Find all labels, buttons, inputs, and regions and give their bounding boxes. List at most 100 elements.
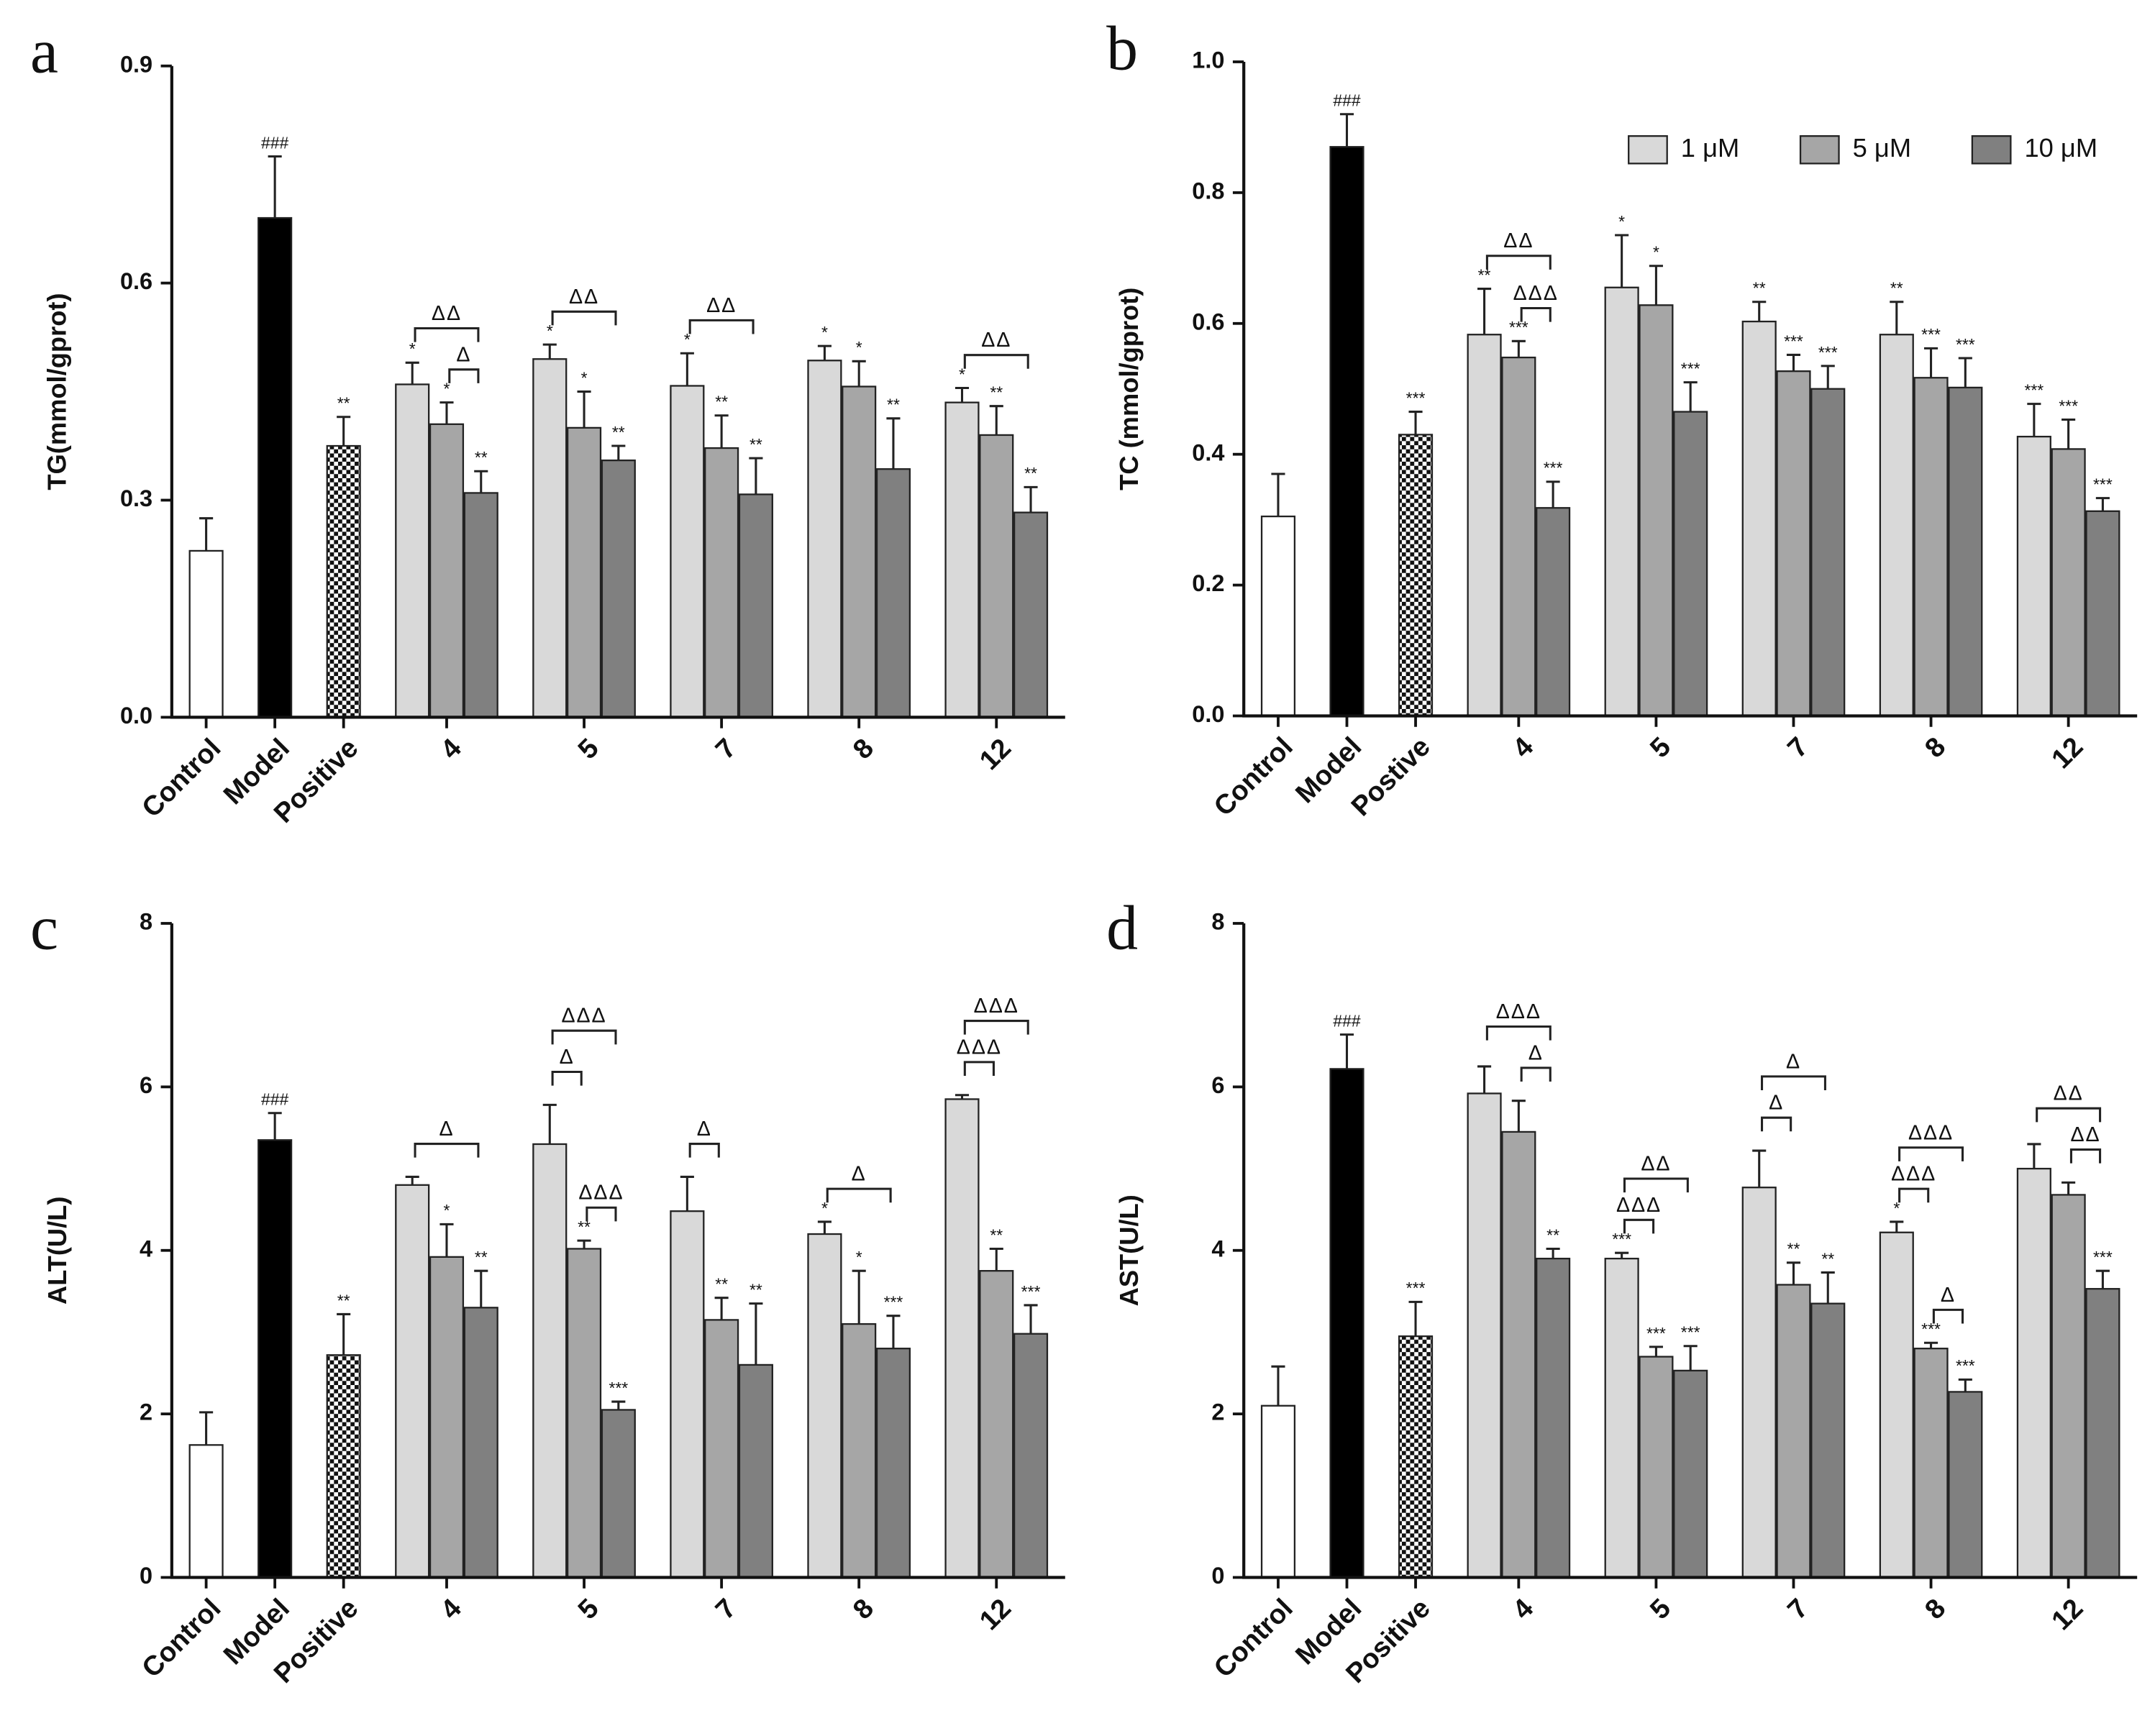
legend-swatch [1971, 135, 2012, 165]
bar [875, 1348, 911, 1579]
bar [1639, 1356, 1674, 1579]
error-bar [817, 344, 832, 361]
bar [258, 1139, 293, 1579]
error-bar [611, 1400, 626, 1410]
error-bar [1271, 1365, 1285, 1406]
significance: *** [1406, 388, 1426, 407]
bar [1810, 1302, 1846, 1579]
significance: *** [1784, 332, 1803, 350]
y-tick-label: 0.0 [120, 703, 152, 728]
bar [2016, 435, 2051, 717]
bracket-label: ΔΔΔ [578, 1182, 624, 1205]
significance: *** [1612, 1230, 1631, 1248]
error-bar [1024, 1304, 1038, 1334]
bar [2085, 1288, 2120, 1579]
error-bar [2061, 1181, 2076, 1195]
significance: * [547, 321, 553, 340]
x-tick-label: 12 [974, 1593, 1017, 1636]
error-bar [1958, 1378, 1972, 1392]
error-bar [1024, 485, 1038, 513]
bar [1673, 411, 1708, 717]
bar [670, 385, 705, 718]
bar [979, 434, 1014, 718]
significance: ** [337, 394, 350, 413]
bar [1013, 511, 1049, 718]
bar [1913, 1348, 1949, 1579]
significance: *** [1544, 459, 1563, 478]
significance: * [684, 330, 691, 349]
bar [944, 1098, 980, 1579]
bar [1810, 388, 1846, 717]
bracket [963, 354, 1029, 369]
significance: *** [1646, 1324, 1666, 1343]
error-bar [1546, 480, 1560, 508]
error-bar [542, 1103, 557, 1144]
error-bar [1958, 357, 1972, 388]
x-tick-label: 5 [572, 1593, 604, 1625]
error-bar [577, 1239, 591, 1249]
bracket-label: ΔΔ [2054, 1082, 2084, 1105]
significance: *** [2024, 381, 2044, 400]
x-tick-label: Control [1208, 1593, 1298, 1684]
y-tick-label: 1.0 [1192, 47, 1224, 73]
legend-label: 10 μM [2024, 133, 2097, 163]
bracket [551, 1071, 583, 1086]
significance: *** [1681, 1323, 1700, 1342]
axes [1242, 923, 2138, 1579]
bracket-label: Δ [697, 1118, 712, 1141]
x-tick-label: 5 [1644, 731, 1677, 764]
bar [2085, 510, 2120, 717]
bar [1501, 356, 1536, 717]
panel-letter: a [30, 17, 58, 86]
error-bar [852, 360, 866, 387]
y-tick-label: 2 [140, 1399, 152, 1425]
bracket [448, 368, 480, 383]
significance: * [1893, 1199, 1900, 1218]
bar [566, 426, 602, 718]
significance: *** [609, 1379, 628, 1397]
y-axis-label: TC (mmol/gprot) [1114, 288, 1144, 490]
bracket-label: Δ [456, 343, 471, 366]
bracket-label: ΔΔ [706, 294, 737, 317]
legend-label: 5 μM [1853, 133, 1911, 163]
significance: * [444, 1201, 450, 1220]
significance: ** [750, 435, 762, 454]
significance: ** [887, 396, 900, 414]
bar [395, 383, 430, 718]
error-bar [1339, 113, 1354, 147]
bracket [1623, 1218, 1655, 1234]
bar [1776, 1284, 1811, 1579]
significance: *** [1509, 318, 1528, 337]
bracket [688, 1143, 720, 1158]
error-bar [199, 1411, 214, 1445]
error-bar [817, 1220, 832, 1235]
x-tick-label: 12 [2046, 731, 2089, 775]
significance: *** [2093, 475, 2113, 493]
error-bar [955, 386, 970, 403]
significance: ### [261, 1090, 288, 1109]
bracket [551, 310, 617, 326]
bar [1741, 1187, 1777, 1579]
significance: *** [1921, 325, 1941, 344]
significance: *** [1956, 1356, 1975, 1375]
error-bar [714, 414, 729, 449]
significance: * [959, 365, 965, 383]
error-bar [749, 457, 763, 495]
bar [2016, 1167, 2051, 1579]
error-bar [1511, 339, 1526, 358]
significance: ** [1753, 279, 1766, 298]
error-bar [474, 470, 488, 493]
y-tick-label: 0.2 [1192, 570, 1224, 596]
bar [1536, 507, 1571, 717]
error-bar [337, 416, 351, 447]
bracket-label: Δ [1769, 1092, 1784, 1115]
significance: * [856, 338, 862, 357]
bar [1013, 1333, 1049, 1579]
bar [1879, 334, 1914, 717]
y-tick-label: 0.0 [1192, 701, 1224, 727]
bracket-label: Δ [439, 1118, 454, 1141]
bracket [1520, 306, 1552, 322]
bar [944, 401, 980, 718]
bar [738, 1363, 773, 1579]
y-tick-label: 4 [1211, 1235, 1224, 1261]
